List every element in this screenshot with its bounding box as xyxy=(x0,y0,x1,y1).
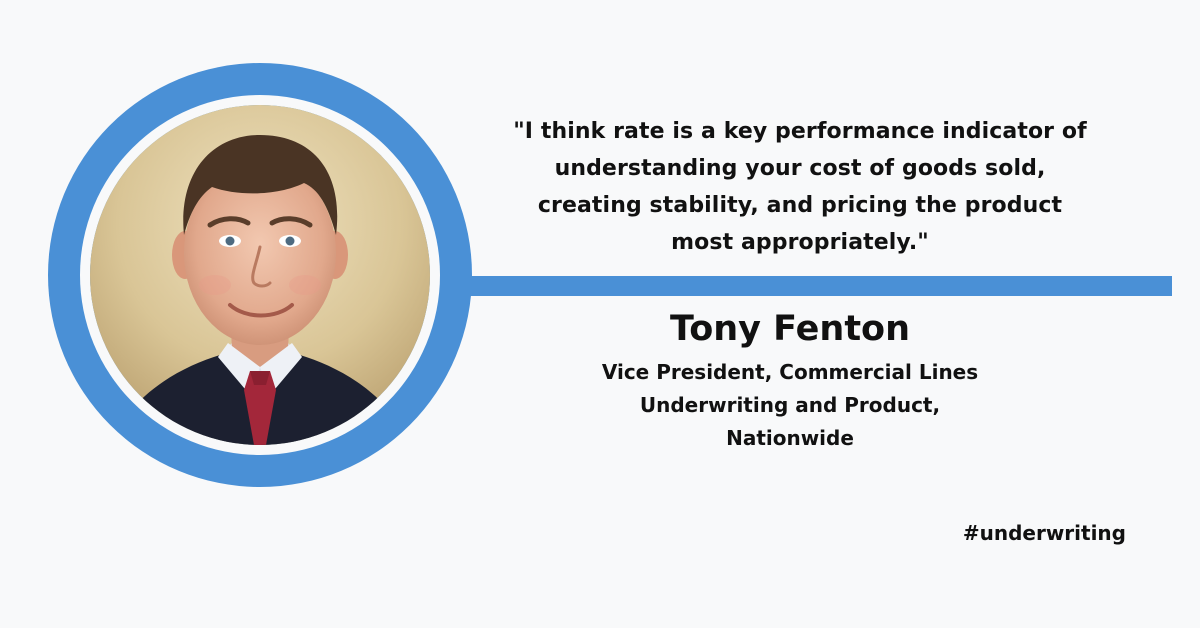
accent-connector-bar xyxy=(440,276,1172,296)
quote-text: "I think rate is a key performance indic… xyxy=(513,119,1087,255)
speaker-portrait-photo xyxy=(90,105,430,445)
speaker-name: Tony Fenton xyxy=(669,309,911,349)
hashtag-label: #underwriting xyxy=(962,521,1126,545)
portrait-illustration xyxy=(90,105,430,445)
speaker-title: Vice President, Commercial Lines Underwr… xyxy=(601,360,979,450)
